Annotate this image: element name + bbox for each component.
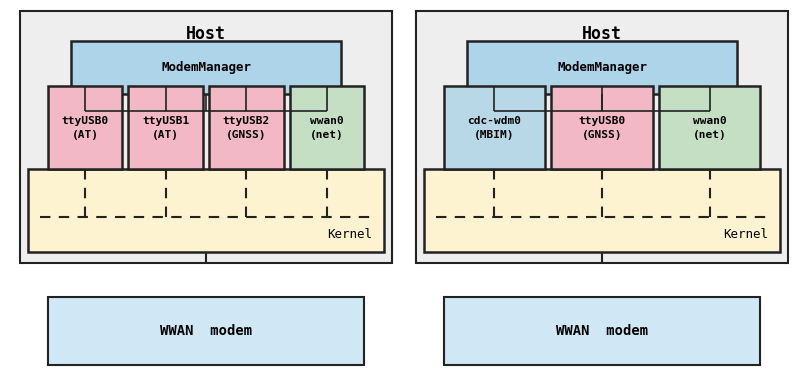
Text: wwan0
(net): wwan0 (net) (693, 116, 726, 140)
Text: ttyUSB1
(AT): ttyUSB1 (AT) (142, 116, 190, 140)
FancyBboxPatch shape (443, 86, 546, 169)
FancyBboxPatch shape (28, 169, 384, 252)
Text: WWAN  modem: WWAN modem (160, 324, 252, 338)
FancyBboxPatch shape (658, 86, 760, 169)
Text: ModemManager: ModemManager (161, 61, 251, 74)
Text: wwan0
(net): wwan0 (net) (310, 116, 344, 140)
FancyBboxPatch shape (209, 86, 284, 169)
FancyBboxPatch shape (48, 297, 365, 365)
Text: ModemManager: ModemManager (557, 61, 647, 74)
FancyBboxPatch shape (424, 169, 780, 252)
FancyBboxPatch shape (20, 11, 392, 263)
FancyBboxPatch shape (48, 86, 122, 169)
Text: ttyUSB0
(GNSS): ttyUSB0 (GNSS) (578, 116, 626, 140)
Text: ttyUSB0
(AT): ttyUSB0 (AT) (62, 116, 109, 140)
Text: Host: Host (582, 25, 622, 43)
FancyBboxPatch shape (290, 86, 364, 169)
Text: Kernel: Kernel (327, 227, 372, 241)
FancyBboxPatch shape (128, 86, 203, 169)
FancyBboxPatch shape (551, 86, 653, 169)
Text: WWAN  modem: WWAN modem (556, 324, 648, 338)
Text: cdc-wdm0
(MBIM): cdc-wdm0 (MBIM) (467, 116, 522, 140)
FancyBboxPatch shape (443, 297, 761, 365)
FancyBboxPatch shape (416, 11, 788, 263)
Text: Kernel: Kernel (723, 227, 768, 241)
Text: Host: Host (186, 25, 226, 43)
FancyBboxPatch shape (467, 41, 737, 94)
Text: ttyUSB2
(GNSS): ttyUSB2 (GNSS) (222, 116, 270, 140)
FancyBboxPatch shape (71, 41, 341, 94)
